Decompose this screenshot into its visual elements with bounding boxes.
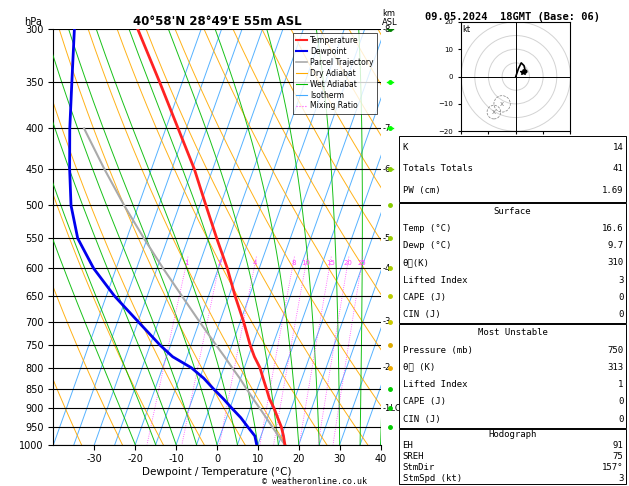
Text: Dewp (°C): Dewp (°C) [403,241,451,250]
Text: CIN (J): CIN (J) [403,310,440,319]
Text: 09.05.2024  18GMT (Base: 06): 09.05.2024 18GMT (Base: 06) [425,12,600,22]
Text: StmDir: StmDir [403,463,435,471]
Text: -6: -6 [382,165,391,174]
Text: 310: 310 [607,259,623,267]
Text: K: K [403,142,408,152]
Text: -5: -5 [382,234,391,243]
Text: 14: 14 [613,142,623,152]
Text: -8: -8 [382,25,391,34]
Text: 20: 20 [343,260,352,265]
Text: Pressure (mb): Pressure (mb) [403,346,472,355]
Text: Mixing Ratio (g/kg): Mixing Ratio (g/kg) [409,197,418,277]
Text: Hodograph: Hodograph [489,430,537,439]
Text: 16.6: 16.6 [602,224,623,233]
Text: 157°: 157° [602,463,623,471]
Text: StmSpd (kt): StmSpd (kt) [403,473,462,483]
Text: 9.7: 9.7 [607,241,623,250]
Text: 1.69: 1.69 [602,186,623,195]
Text: θᴀ(K): θᴀ(K) [403,259,430,267]
Text: CAPE (J): CAPE (J) [403,293,445,302]
Text: km
ASL: km ASL [382,9,398,27]
Text: kt: kt [462,25,470,34]
Text: Most Unstable: Most Unstable [477,328,548,337]
Text: SREH: SREH [403,451,424,461]
Text: © weatheronline.co.uk: © weatheronline.co.uk [262,476,367,486]
Text: x: x [500,101,504,107]
Text: hPa: hPa [24,17,42,27]
Text: Surface: Surface [494,207,532,216]
Text: -4: -4 [382,264,391,273]
Text: 0: 0 [618,293,623,302]
Text: Temp (°C): Temp (°C) [403,224,451,233]
Text: 2: 2 [218,260,222,265]
Text: 15: 15 [326,260,335,265]
X-axis label: Dewpoint / Temperature (°C): Dewpoint / Temperature (°C) [142,467,292,477]
Text: 1: 1 [618,380,623,389]
Text: EH: EH [403,441,413,450]
Text: -7: -7 [382,124,391,133]
Text: 3: 3 [618,276,623,285]
Text: Lifted Index: Lifted Index [403,276,467,285]
Text: 41: 41 [613,164,623,174]
Text: 75: 75 [613,451,623,461]
Text: 25: 25 [357,260,366,265]
Text: θᴀ (K): θᴀ (K) [403,363,435,372]
Text: 0: 0 [618,415,623,424]
Text: 3: 3 [618,473,623,483]
Text: 10: 10 [302,260,311,265]
Legend: Temperature, Dewpoint, Parcel Trajectory, Dry Adiabat, Wet Adiabat, Isotherm, Mi: Temperature, Dewpoint, Parcel Trajectory… [292,33,377,114]
Text: 4: 4 [253,260,257,265]
Text: 8: 8 [291,260,296,265]
Text: -1LCL: -1LCL [382,404,406,413]
Text: 313: 313 [607,363,623,372]
Title: 40°58'N 28°49'E 55m ASL: 40°58'N 28°49'E 55m ASL [133,15,301,28]
Text: 0: 0 [618,310,623,319]
Text: 91: 91 [613,441,623,450]
Text: -3: -3 [382,317,391,326]
Text: CAPE (J): CAPE (J) [403,397,445,406]
Text: Lifted Index: Lifted Index [403,380,467,389]
Text: 0: 0 [618,397,623,406]
Text: -2: -2 [382,363,391,372]
Text: PW (cm): PW (cm) [403,186,440,195]
Text: CIN (J): CIN (J) [403,415,440,424]
Text: Totals Totals: Totals Totals [403,164,472,174]
Text: x: x [492,109,496,115]
Text: 1: 1 [184,260,189,265]
Text: 750: 750 [607,346,623,355]
